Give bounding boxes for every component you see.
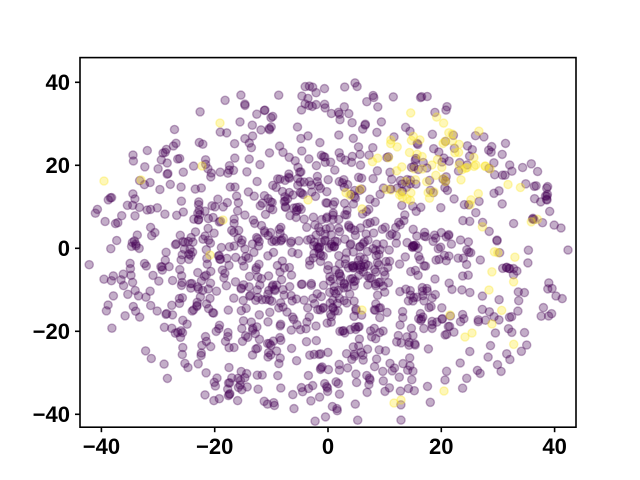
svg-text:−20: −20 <box>196 434 233 459</box>
svg-text:0: 0 <box>58 236 70 261</box>
svg-text:20: 20 <box>429 434 453 459</box>
svg-text:20: 20 <box>46 153 70 178</box>
svg-text:−20: −20 <box>33 319 70 344</box>
svg-text:−40: −40 <box>83 434 120 459</box>
svg-text:40: 40 <box>46 70 70 95</box>
svg-text:0: 0 <box>322 434 334 459</box>
svg-text:40: 40 <box>542 434 566 459</box>
svg-text:−40: −40 <box>33 402 70 427</box>
